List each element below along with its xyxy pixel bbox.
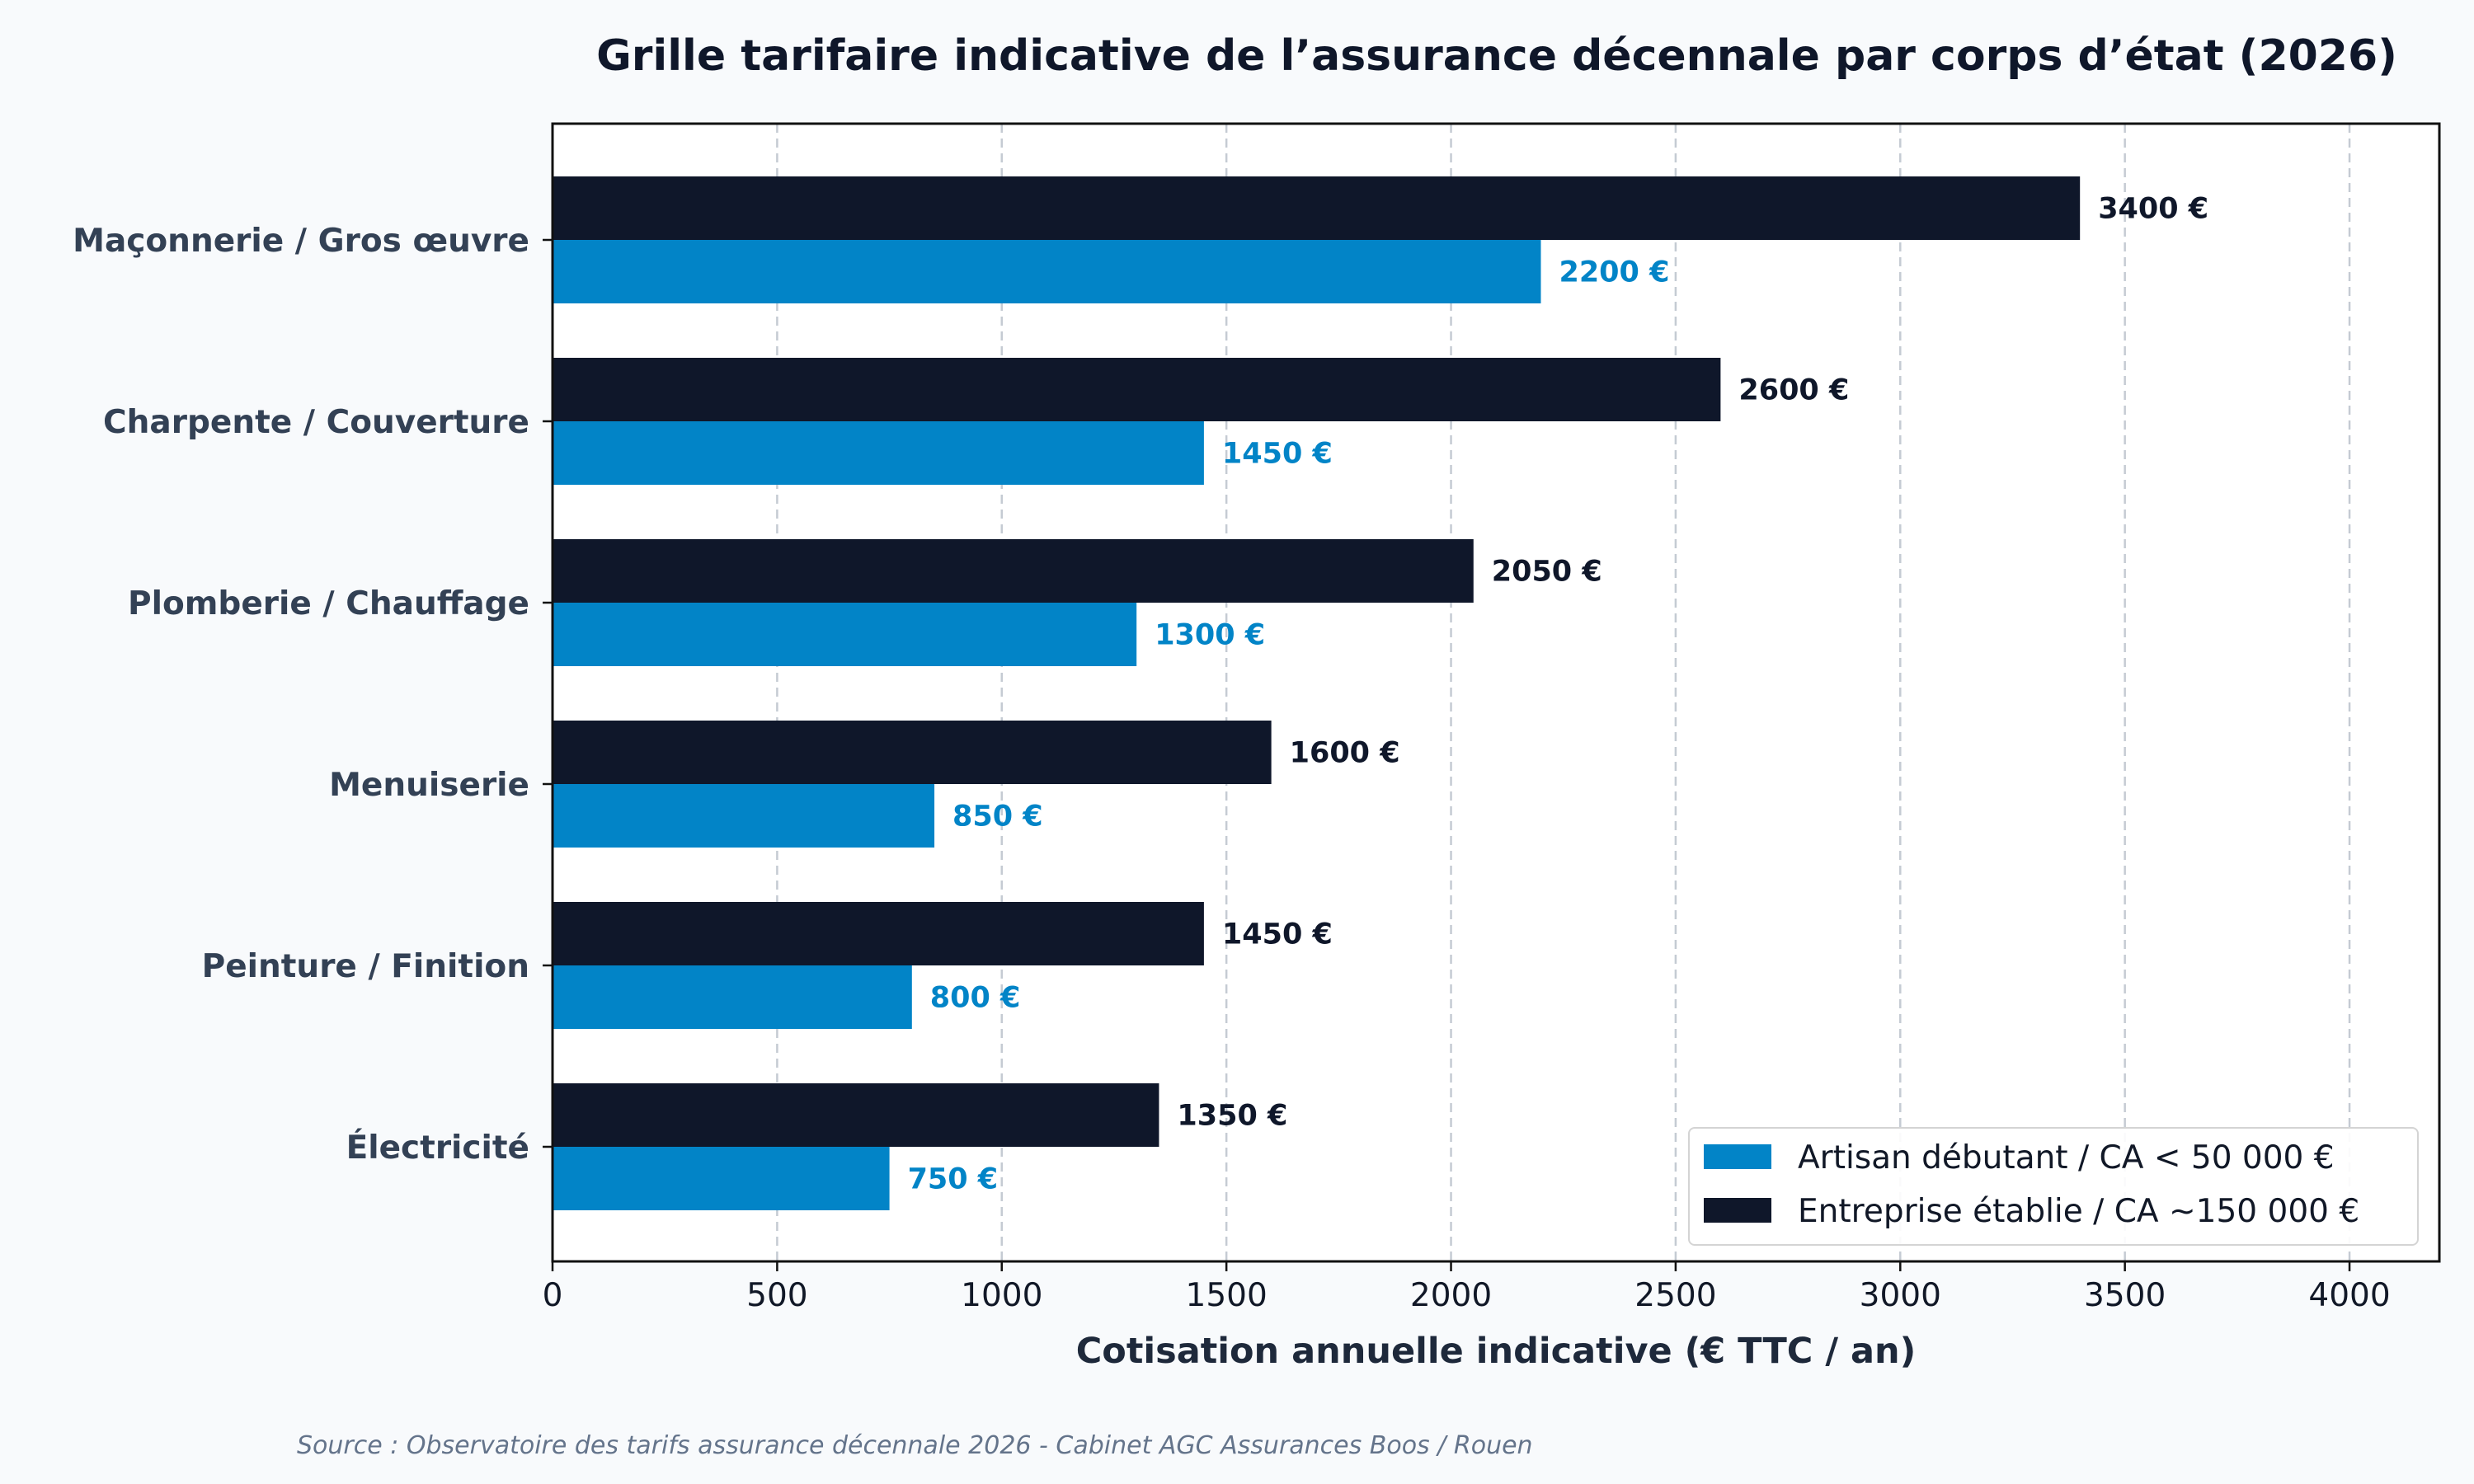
category-label: Peinture / Finition xyxy=(202,948,529,985)
bar-artisan xyxy=(553,603,1137,666)
legend-label-entreprise: Entreprise établie / CA ~150 000 € xyxy=(1798,1193,2359,1230)
value-label: 850 € xyxy=(952,801,1043,834)
legend-label-artisan: Artisan débutant / CA < 50 000 € xyxy=(1798,1139,2335,1176)
x-axis: 0 500 1000 1500 2000 2500 3000 3500 4000 xyxy=(543,1261,2391,1314)
category-label: Plomberie / Chauffage xyxy=(128,585,529,622)
x-tick-label: 3500 xyxy=(2084,1277,2166,1314)
value-label: 3400 € xyxy=(2098,193,2208,226)
value-label: 800 € xyxy=(930,982,1021,1015)
source-note: Source : Observatoire des tarifs assuran… xyxy=(297,1431,1533,1460)
legend-swatch-artisan xyxy=(1704,1144,1771,1169)
value-label: 2050 € xyxy=(1492,556,1602,589)
x-axis-label: Cotisation annuelle indicative (€ TTC / … xyxy=(1076,1331,1917,1372)
bar-entreprise xyxy=(553,176,2081,240)
category-label: Maçonnerie / Gros œuvre xyxy=(73,223,529,260)
value-label: 1450 € xyxy=(1222,438,1333,471)
x-tick-label: 4000 xyxy=(2308,1277,2390,1314)
bar-entreprise xyxy=(553,1083,1159,1147)
plot-frame xyxy=(551,122,2441,1263)
bars xyxy=(553,176,2081,1210)
legend-swatch-entreprise xyxy=(1704,1198,1771,1223)
x-tick-label: 500 xyxy=(746,1277,807,1314)
bar-entreprise xyxy=(553,902,1204,965)
bar-artisan xyxy=(553,421,1204,485)
bar-entreprise xyxy=(553,358,1721,421)
x-tick-label: 2500 xyxy=(1634,1277,1716,1314)
bar-artisan xyxy=(553,965,912,1029)
x-tick-label: 0 xyxy=(543,1277,563,1314)
x-tick-label: 3000 xyxy=(1860,1277,1941,1314)
value-label: 1350 € xyxy=(1177,1100,1287,1133)
value-label: 1450 € xyxy=(1222,918,1333,951)
value-labels: 3400 € 2200 € 2600 € 1450 € 2050 € 1300 € 1600… xyxy=(908,193,2209,1196)
value-label: 750 € xyxy=(908,1163,999,1196)
category-label: Menuiserie xyxy=(329,767,529,804)
legend-box xyxy=(1688,1127,2419,1246)
grid-lines xyxy=(776,124,2351,1261)
bar-artisan xyxy=(553,784,935,848)
value-label: 2600 € xyxy=(1738,374,1849,407)
category-label: Charpente / Couverture xyxy=(103,404,529,441)
value-label: 2200 € xyxy=(1559,256,1669,289)
legend: Artisan débutant / CA < 50 000 € Entrepr… xyxy=(1688,1127,2419,1246)
category-label: Électricité xyxy=(346,1128,529,1167)
x-tick-label: 1000 xyxy=(961,1277,1042,1314)
bar-artisan xyxy=(553,240,1541,303)
value-label: 1300 € xyxy=(1155,619,1265,652)
y-axis: Maçonnerie / Gros œuvre Charpente / Couve… xyxy=(73,223,553,1167)
value-label: 1600 € xyxy=(1290,737,1400,770)
x-tick-label: 2000 xyxy=(1410,1277,1492,1314)
bar-artisan xyxy=(553,1147,890,1210)
x-tick-label: 1500 xyxy=(1186,1277,1268,1314)
chart-title: Grille tarifaire indicative de l’assuran… xyxy=(596,31,2397,81)
bar-entreprise xyxy=(553,721,1272,784)
bar-entreprise xyxy=(553,539,1474,603)
